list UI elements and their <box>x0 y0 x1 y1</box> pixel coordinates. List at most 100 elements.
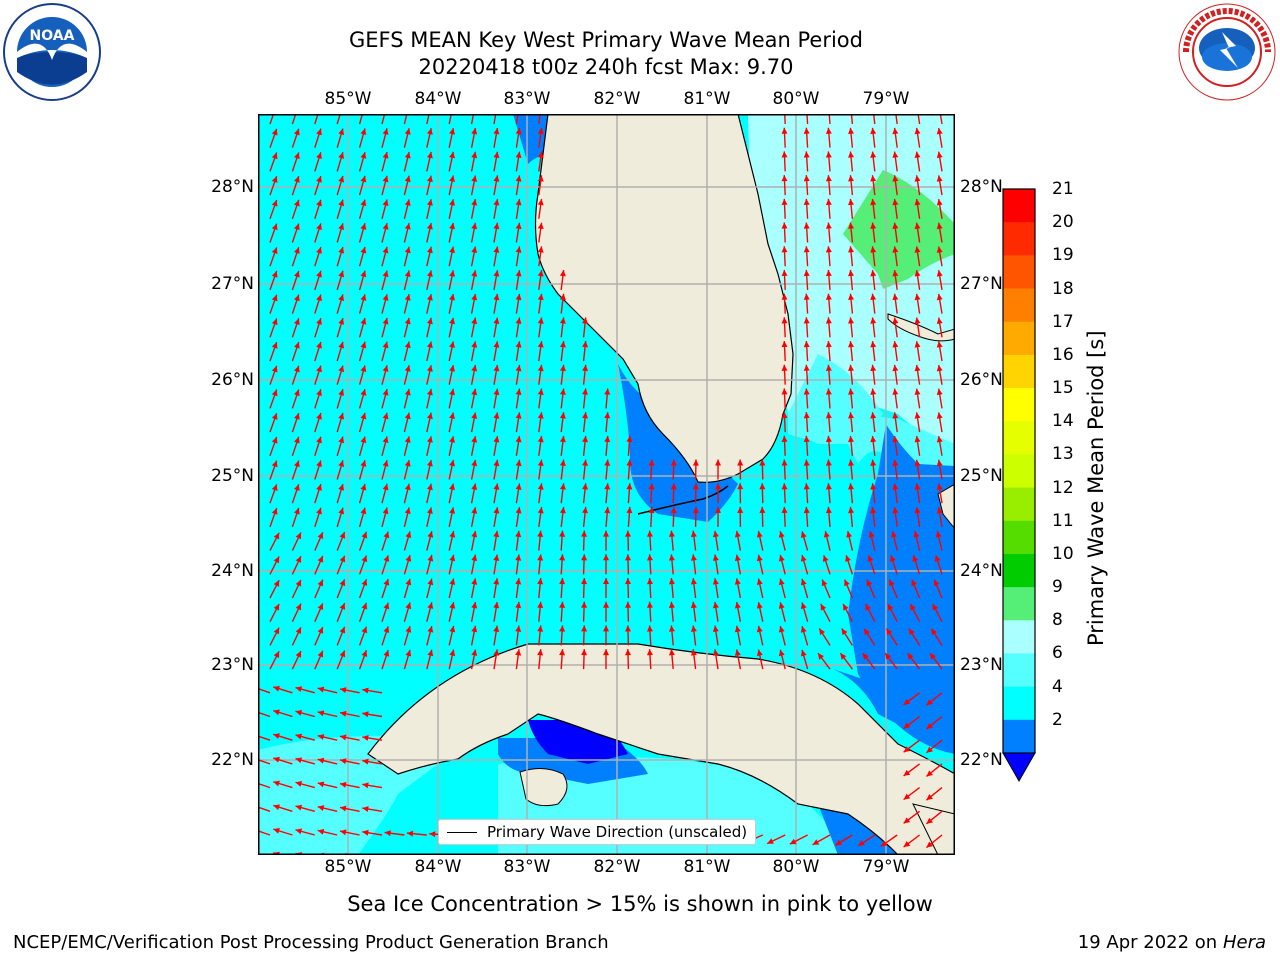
wave-arrow-head <box>668 625 675 632</box>
wave-arrow-shaft <box>258 806 271 812</box>
wave-arrow-head <box>559 412 566 419</box>
wave-arrow-head <box>360 365 367 373</box>
wave-arrow-head <box>559 364 566 372</box>
wave-arrow-head <box>404 151 411 159</box>
wave-arrow-shaft <box>258 687 271 694</box>
wave-arrow-head <box>737 459 744 466</box>
footer-credit: NCEP/EMC/Verification Post Processing Pr… <box>13 932 609 953</box>
wave-arrow-head <box>692 506 699 513</box>
wave-arrow-head <box>427 578 434 586</box>
wave-arrow-head <box>559 530 566 537</box>
wave-arrow-head <box>405 531 412 539</box>
wave-arrow-head <box>449 294 455 301</box>
wave-arrow-head <box>537 341 544 348</box>
wave-arrow-head <box>800 626 807 633</box>
wave-arrow-head <box>426 151 433 159</box>
wave-arrow-head <box>273 651 280 658</box>
wave-arrow-head <box>317 734 325 740</box>
wave-arrow-head <box>426 459 433 467</box>
wave-arrow-head <box>515 507 522 514</box>
wave-arrow-head <box>384 830 391 837</box>
wave-arrow-head <box>405 649 412 657</box>
wave-arrow-head <box>537 601 544 609</box>
wave-arrow-head <box>317 710 325 717</box>
wave-arrow-head <box>936 222 943 230</box>
wave-arrow-head <box>781 412 788 419</box>
wave-arrow-head <box>493 530 500 538</box>
wave-arrow-head <box>800 602 807 610</box>
wave-arrow-head <box>825 341 832 348</box>
wave-arrow-head <box>892 412 899 419</box>
wave-arrow-head <box>449 388 455 396</box>
wave-arrow-head <box>803 317 810 324</box>
title-line-1: GEFS MEAN Key West Primary Wave Mean Per… <box>349 28 863 52</box>
wave-arrow-head <box>449 649 456 657</box>
lon-tick-top-82: 82°W <box>593 89 641 109</box>
wave-arrow-head <box>559 554 566 561</box>
wave-arrow-head <box>426 412 433 420</box>
wave-arrow-head <box>926 770 933 777</box>
wave-arrow-head <box>892 507 899 514</box>
wave-arrow-shaft <box>258 830 271 836</box>
wave-arrow-head <box>471 175 478 182</box>
wave-arrow-head <box>295 651 302 658</box>
wave-arrow-head <box>668 601 675 609</box>
wave-arrow-head <box>846 531 853 538</box>
wave-arrow-head <box>493 246 500 253</box>
wave-arrow-head <box>848 198 855 206</box>
wave-arrow-head <box>493 175 500 182</box>
wave-arrow-head <box>870 507 877 514</box>
wave-arrow-head <box>515 270 522 277</box>
lat-tick-left-27: 27°N <box>211 274 254 294</box>
wave-arrow-head <box>360 152 367 159</box>
wave-arrow-shaft <box>258 735 271 741</box>
wave-arrow-head <box>338 247 345 254</box>
wave-arrow-head <box>449 554 456 562</box>
wave-arrow-head <box>537 554 544 561</box>
wave-arrow-head <box>471 459 478 467</box>
wave-arrow-head <box>715 483 722 490</box>
wave-arrow-head <box>603 578 610 585</box>
wave-arrow-head <box>559 649 566 656</box>
wave-arrow-head <box>559 601 566 608</box>
wave-arrow-head <box>825 483 832 490</box>
wave-arrow-head <box>404 294 411 301</box>
wave-arrow-head <box>581 649 588 656</box>
wave-arrow-head <box>271 484 278 492</box>
wave-arrow-head <box>471 293 478 301</box>
wave-arrow-head <box>294 484 300 491</box>
ocean-zone-green <box>843 170 955 289</box>
wave-arrow-head <box>848 222 855 229</box>
wave-arrow-head <box>271 342 278 349</box>
wave-arrow-head <box>885 653 892 660</box>
wave-arrow-head <box>646 649 653 656</box>
wave-arrow-head <box>471 246 478 254</box>
wave-arrow-head <box>892 198 899 206</box>
wave-arrow-head <box>316 389 322 396</box>
wave-arrow-head <box>273 580 280 587</box>
wave-arrow-head <box>317 686 325 693</box>
wave-arrow-head <box>382 483 389 491</box>
wave-arrow-head <box>648 459 655 466</box>
wave-arrow-head <box>559 507 566 514</box>
wave-arrow-head <box>581 554 588 561</box>
colorbar-segment <box>1003 620 1035 654</box>
wave-arrow-head <box>582 317 589 324</box>
wave-arrow-head <box>295 579 302 587</box>
wave-arrow-head <box>360 199 367 207</box>
wave-arrow-head <box>360 389 367 396</box>
wave-arrow-head <box>778 554 785 562</box>
wave-arrow-head <box>781 222 788 229</box>
colorbar-segment <box>1003 222 1035 256</box>
wave-arrow-head <box>361 626 368 634</box>
wave-arrow-head <box>338 270 345 278</box>
wave-arrow-head <box>273 804 280 811</box>
wave-arrow-head <box>362 734 369 741</box>
wave-arrow-head <box>892 270 899 277</box>
wave-arrow-head <box>360 246 367 254</box>
wave-arrow-head <box>271 152 278 160</box>
wave-arrow-head <box>427 602 434 609</box>
wave-arrow-head <box>890 555 896 562</box>
wave-arrow-head <box>800 531 807 538</box>
lat-tick-right-25: 25°N <box>960 466 1003 486</box>
